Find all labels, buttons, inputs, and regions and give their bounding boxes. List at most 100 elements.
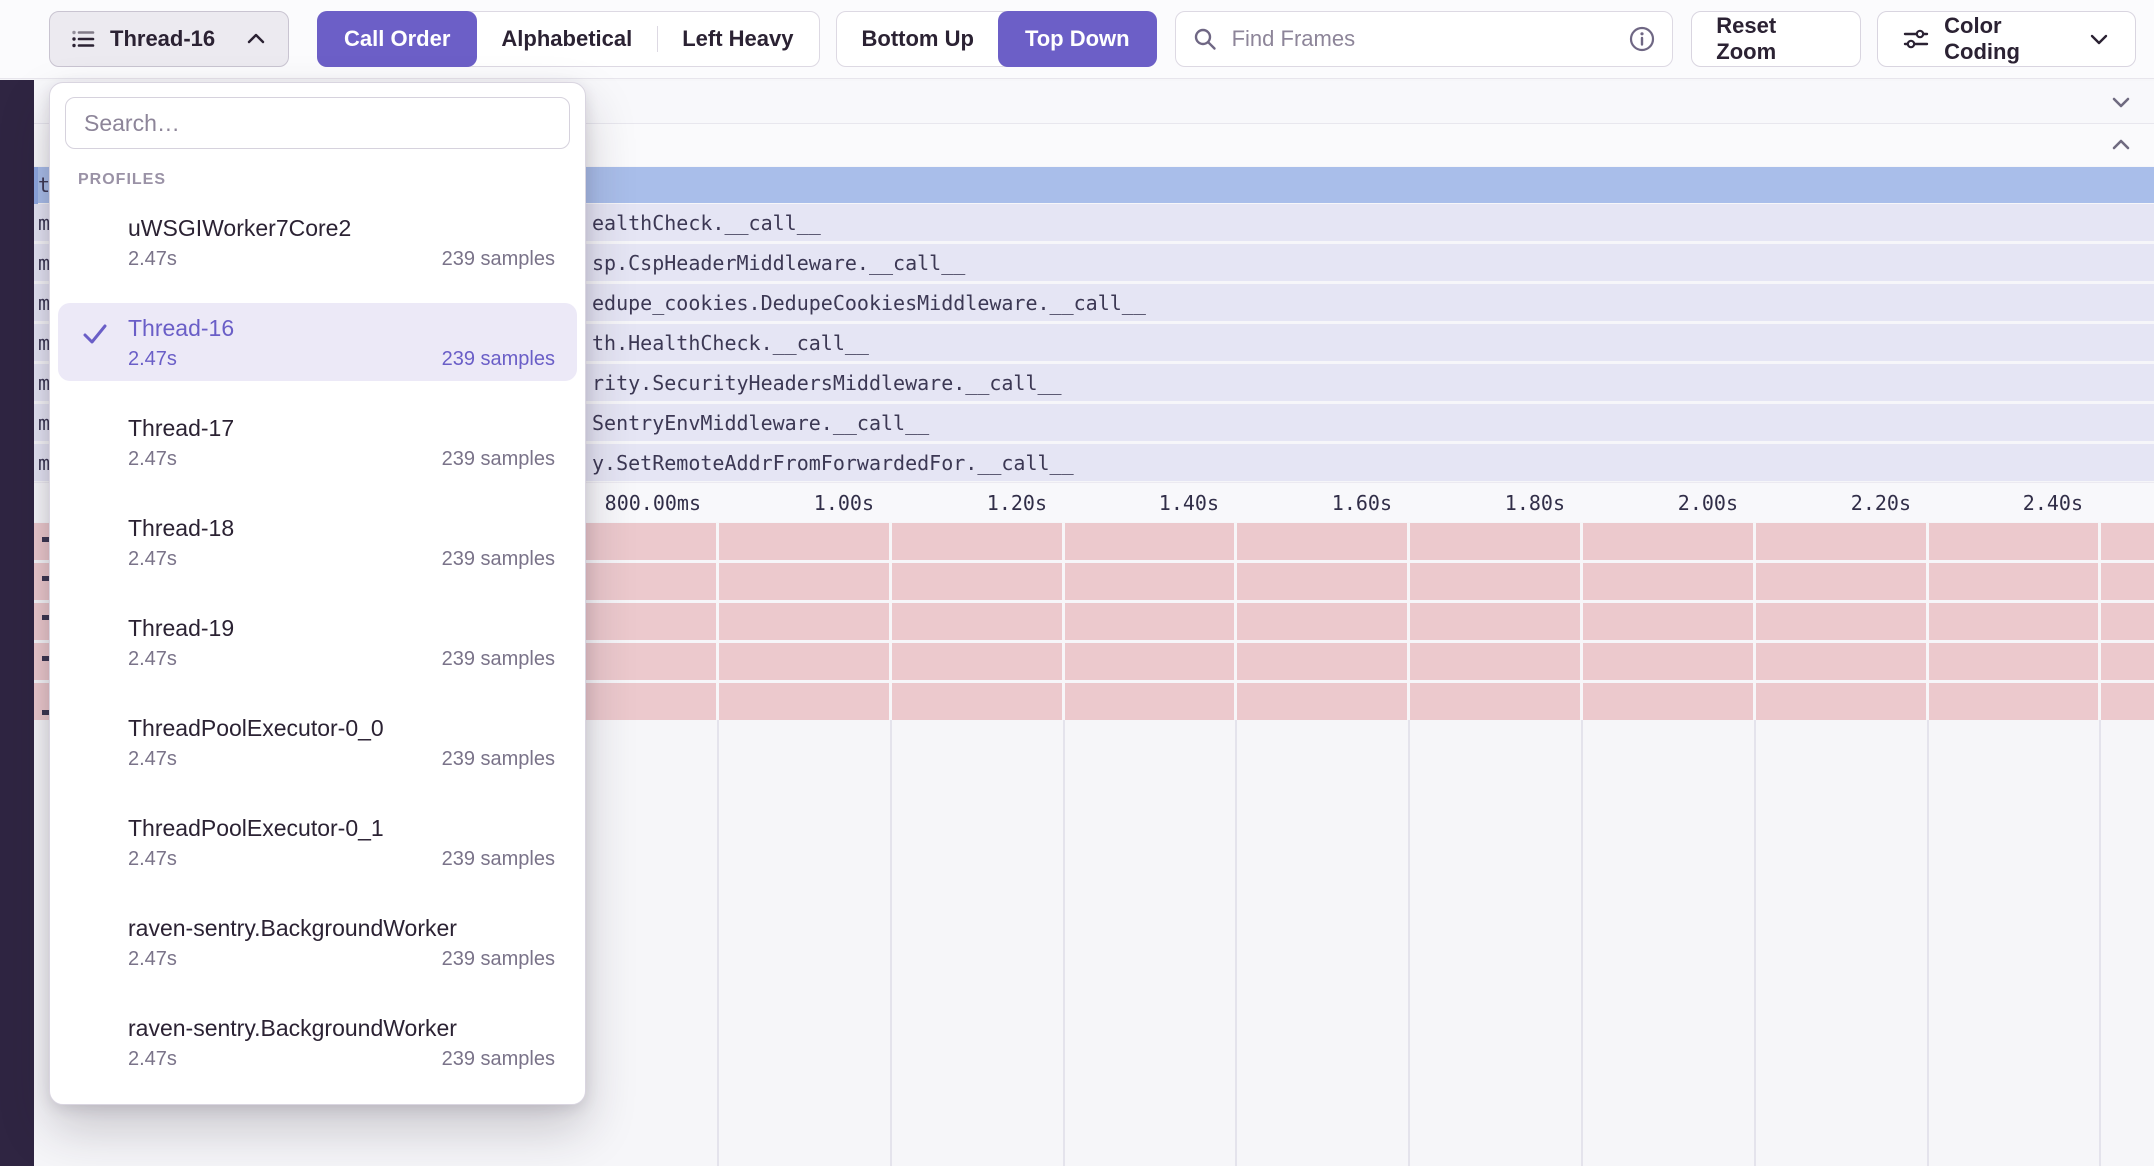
profile-duration: 2.47s xyxy=(128,648,177,670)
profiles-section-label: PROFILES xyxy=(78,171,167,188)
info-icon[interactable] xyxy=(1628,25,1656,53)
axis-tick-label: 2.40s xyxy=(2022,490,2083,515)
profile-item[interactable]: Thread-19 2.47s 239 samples xyxy=(58,603,577,681)
chevron-up-icon[interactable] xyxy=(2108,132,2134,158)
profile-samples: 239 samples xyxy=(441,948,555,970)
profile-name: Thread-16 xyxy=(128,315,235,341)
profile-name: ThreadPoolExecutor-0_0 xyxy=(128,715,384,741)
gridline xyxy=(1927,720,1929,1166)
checkmark-icon xyxy=(80,319,110,349)
profile-item[interactable]: Thread-18 2.47s 239 samples xyxy=(58,503,577,581)
profile-item[interactable]: raven-sentry.BackgroundWorker 2.47s 239 … xyxy=(58,1003,577,1081)
gridline xyxy=(1062,523,1065,720)
axis-tick-label: 1.40s xyxy=(1158,490,1219,515)
profile-samples: 239 samples xyxy=(441,748,555,770)
axis-tick-label: 1.20s xyxy=(986,490,1047,515)
chevron-down-icon[interactable] xyxy=(2108,89,2134,115)
gridline xyxy=(1580,523,1583,720)
tab-alphabetical[interactable]: Alphabetical xyxy=(501,26,633,51)
frame-label: th.HealthCheck.__call__ xyxy=(592,330,869,355)
thread-selector-button[interactable]: Thread-16 xyxy=(49,11,290,67)
profile-name: uWSGIWorker7Core2 xyxy=(128,215,352,241)
dropdown-search-input[interactable] xyxy=(82,108,553,138)
tab-bottom-up[interactable]: Bottom Up xyxy=(861,26,974,51)
profile-name: Thread-18 xyxy=(128,515,235,541)
axis-tick-label: 1.80s xyxy=(1504,490,1565,515)
find-frames-box xyxy=(1174,11,1674,67)
profile-samples: 239 samples xyxy=(441,1048,555,1070)
profile-item[interactable]: Thread-17 2.47s 239 samples xyxy=(58,403,577,481)
gridline xyxy=(1407,523,1410,720)
chevron-down-icon xyxy=(2087,27,2111,51)
color-coding-label: Color Coding xyxy=(1944,13,2020,64)
profile-duration: 2.47s xyxy=(128,348,177,370)
gridline xyxy=(1235,720,1237,1166)
profile-duration: 2.47s xyxy=(128,848,177,870)
profiles-list: uWSGIWorker7Core2 2.47s 239 samples Thre… xyxy=(50,203,585,1081)
profile-item[interactable]: raven-sentry.BackgroundWorker 2.47s 239 … xyxy=(58,903,577,981)
gridline xyxy=(717,720,719,1166)
gridline xyxy=(1753,523,1756,720)
axis-tick-label: 1.60s xyxy=(1331,490,1392,515)
frame-label: t xyxy=(38,173,51,197)
axis-tick-label: 2.20s xyxy=(1850,490,1911,515)
profile-item[interactable]: uWSGIWorker7Core2 2.47s 239 samples xyxy=(58,203,577,281)
toolbar: Thread-16 Call Order Alphabetical Left Hea… xyxy=(0,0,2154,79)
find-frames-input[interactable] xyxy=(1229,25,1617,53)
gridline xyxy=(2098,523,2101,720)
profile-item[interactable]: Thread-16 2.47s 239 samples xyxy=(58,303,577,381)
gridline xyxy=(890,720,892,1166)
sort-order-tabs: Call Order Alphabetical Left Heavy xyxy=(317,11,820,67)
profile-duration: 2.47s xyxy=(128,748,177,770)
gridline xyxy=(1754,720,1756,1166)
profile-item[interactable]: ThreadPoolExecutor-0_0 2.47s 239 samples xyxy=(58,703,577,781)
frame-label-fragment xyxy=(42,656,49,661)
frame-label-start: m xyxy=(38,450,51,475)
frame-label: edupe_cookies.DedupeCookiesMiddleware.__… xyxy=(592,290,1146,315)
profile-name: raven-sentry.BackgroundWorker xyxy=(128,1015,457,1041)
gridline xyxy=(889,523,892,720)
profile-name: ThreadPoolExecutor-0_1 xyxy=(128,815,384,841)
gridline xyxy=(1408,720,1410,1166)
gridline xyxy=(2099,720,2101,1166)
profile-duration: 2.47s xyxy=(128,448,177,470)
reset-zoom-label: Reset Zoom xyxy=(1716,13,1777,64)
thread-dropdown-panel: PROFILES uWSGIWorker7Core2 2.47s 239 sam… xyxy=(49,82,586,1105)
tab-left-heavy[interactable]: Left Heavy xyxy=(657,12,818,66)
chevron-up-icon xyxy=(244,27,268,51)
profile-name: Thread-17 xyxy=(128,415,235,441)
frame-label: sp.CspHeaderMiddleware.__call__ xyxy=(592,250,966,275)
frame-label-start: m xyxy=(38,290,51,315)
frame-label-fragment xyxy=(42,537,49,542)
frame-label-fragment xyxy=(42,576,49,581)
thread-selector-label: Thread-16 xyxy=(110,26,216,51)
profile-name: raven-sentry.BackgroundWorker xyxy=(128,915,457,941)
color-coding-button[interactable]: Color Coding xyxy=(1877,11,2136,67)
profile-duration: 2.47s xyxy=(128,548,177,570)
tab-call-order[interactable]: Call Order xyxy=(317,11,478,67)
frame-label-fragment xyxy=(42,710,49,715)
direction-tabs: Bottom Up Top Down xyxy=(835,11,1157,67)
frame-label-start: m xyxy=(38,330,51,355)
gridline xyxy=(1926,523,1929,720)
profile-duration: 2.47s xyxy=(128,948,177,970)
left-sidebar-strip xyxy=(0,80,34,1166)
reset-zoom-button[interactable]: Reset Zoom xyxy=(1691,11,1862,67)
frame-label-start: m xyxy=(38,250,51,275)
selected-frame-edge xyxy=(34,167,38,240)
tab-top-down[interactable]: Top Down xyxy=(997,11,1157,67)
sliders-icon xyxy=(1902,25,1930,53)
frame-label: SentryEnvMiddleware.__call__ xyxy=(592,410,930,435)
frame-label: rity.SecurityHeadersMiddleware.__call__ xyxy=(592,370,1062,395)
profile-name: Thread-19 xyxy=(128,615,235,641)
frame-label: ealthCheck.__call__ xyxy=(592,210,821,235)
search-icon xyxy=(1192,26,1218,52)
list-icon xyxy=(70,26,96,52)
frame-label-start: m xyxy=(38,370,51,395)
profile-samples: 239 samples xyxy=(441,448,555,470)
dropdown-search-box xyxy=(65,97,570,149)
profile-samples: 239 samples xyxy=(441,848,555,870)
profile-duration: 2.47s xyxy=(128,248,177,270)
profile-item[interactable]: ThreadPoolExecutor-0_1 2.47s 239 samples xyxy=(58,803,577,881)
frame-label: y.SetRemoteAddrFromForwardedFor.__call__ xyxy=(592,450,1074,475)
